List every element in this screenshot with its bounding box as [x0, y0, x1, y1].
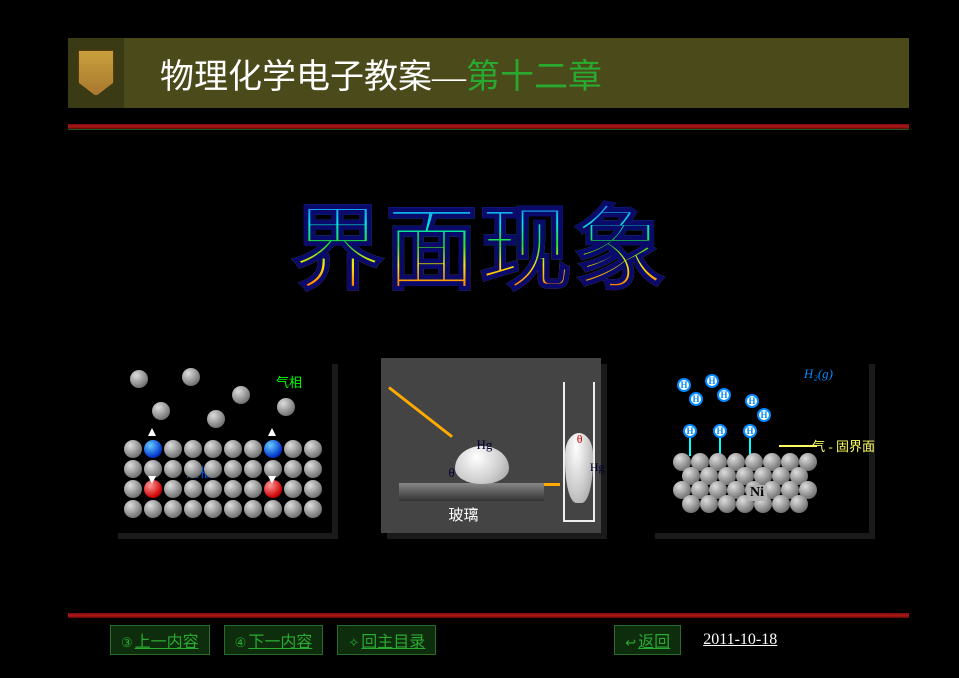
force-arrow: [268, 428, 276, 436]
page-title-part1: 物理化学电子教案—: [160, 49, 466, 98]
prev-label: 上一内容: [135, 634, 199, 651]
h-atom: H: [717, 388, 731, 402]
atom-ball: [152, 402, 170, 420]
page-title-part2: 第十二章: [466, 49, 602, 98]
atom-ball: [182, 368, 200, 386]
university-crest: [68, 38, 124, 108]
main-heading-char: 象: [574, 175, 668, 308]
index-icon: ✧: [348, 635, 359, 651]
main-heading-char: 界: [291, 175, 385, 308]
crest-icon: [78, 50, 114, 96]
main-heading: 界 面 现 象: [0, 175, 959, 308]
figure-mercury-glass: Hg θ 玻璃 Hg θ: [381, 358, 601, 533]
h-atom: H: [713, 424, 727, 438]
back-icon: ↩: [625, 635, 636, 651]
prev-icon: ③: [121, 635, 133, 651]
index-label: 回主目录: [361, 634, 425, 651]
footer-divider: [68, 613, 909, 618]
back-label: 返回: [638, 634, 670, 651]
force-arrow: [148, 476, 156, 484]
nav-bar: ③上一内容 ④下一内容 ✧回主目录 ↩返回 2011-10-18: [110, 626, 909, 654]
date-label: 2011-10-18: [703, 631, 777, 649]
gas-phase-label: 气相: [276, 372, 302, 391]
slide: 物理化学电子教案— 第十二章 界 面 现 象 气相 液相: [0, 0, 959, 678]
header-divider: [68, 124, 909, 130]
h-atom: H: [705, 374, 719, 388]
next-icon: ④: [235, 635, 247, 651]
figure-gas-liquid: 气相 液相: [112, 358, 332, 533]
atom-ball: [232, 386, 250, 404]
plate-label: 玻璃: [449, 504, 479, 525]
theta-label: θ: [449, 465, 455, 481]
h-atom: H: [683, 424, 697, 438]
index-button[interactable]: ✧回主目录: [337, 625, 436, 655]
incident-ray: [388, 386, 453, 438]
back-button[interactable]: ↩返回: [614, 625, 681, 655]
next-button[interactable]: ④下一内容: [224, 625, 324, 655]
h-atom: H: [757, 408, 771, 422]
next-label: 下一内容: [248, 634, 312, 651]
h-atom: H: [677, 378, 691, 392]
h-atom: H: [743, 424, 757, 438]
figure-row: 气相 液相: [112, 358, 869, 533]
hg-label: Hg: [477, 437, 493, 453]
tube-hg-label: Hg: [590, 460, 605, 475]
ni-label: Ni: [747, 485, 767, 501]
atom-ball: [277, 398, 295, 416]
main-heading-char: 面: [385, 175, 479, 308]
tube-theta-label: θ: [577, 432, 583, 447]
force-arrow: [148, 428, 156, 436]
figure-gas-solid: H₂(g) 气 - 固界面 H H H H H H H H H Ni: [649, 358, 869, 533]
atom-ball: [130, 370, 148, 388]
atom-ball: [207, 410, 225, 428]
force-arrow: [268, 476, 276, 484]
prev-button[interactable]: ③上一内容: [110, 625, 210, 655]
h2-label: H₂(g): [804, 366, 833, 382]
main-heading-char: 现: [480, 175, 574, 308]
ni-lattice: [673, 457, 817, 513]
header-band: 物理化学电子教案— 第十二章: [68, 38, 909, 108]
interface-label: 气 - 固界面: [812, 436, 875, 455]
interface-pointer: [779, 445, 817, 447]
h-atom: H: [745, 394, 759, 408]
h-atom: H: [689, 392, 703, 406]
glass-plate: [399, 483, 544, 501]
